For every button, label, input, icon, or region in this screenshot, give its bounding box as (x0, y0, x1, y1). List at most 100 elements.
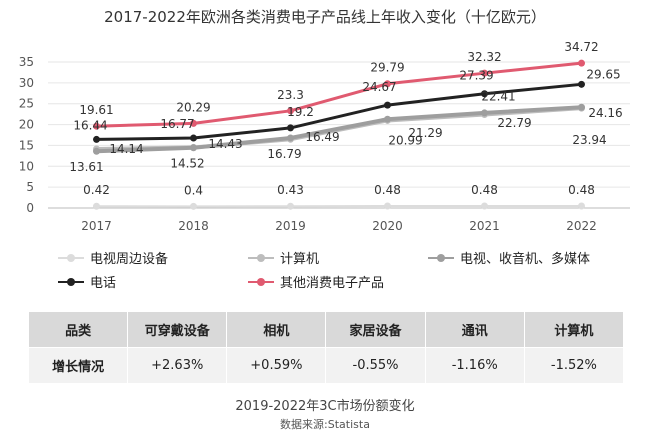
data-label: 14.14 (109, 142, 143, 156)
y-tick-label: 30 (19, 76, 34, 90)
data-label: 16.44 (73, 118, 107, 132)
data-point (481, 69, 488, 77)
legend-item-computers: 计算机 (248, 248, 319, 267)
data-point (481, 202, 488, 210)
legend-swatch-phones (58, 277, 84, 286)
y-tick-label: 0 (26, 201, 34, 215)
data-point (287, 107, 294, 115)
table-cell: -1.52% (523, 347, 625, 384)
data-label: 16.77 (160, 117, 194, 131)
table-header-cell: 通讯 (424, 311, 525, 348)
legend-item-tv-radio-multimedia: 电视、收音机、多媒体 (428, 248, 590, 267)
data-point (384, 101, 391, 109)
table-header-row: 品类 可穿戴设备 相机 家居设备 通讯 计算机 (27, 311, 625, 348)
table-cell: -1.16% (424, 347, 525, 384)
legend-label-phones: 电话 (90, 276, 117, 291)
x-tick-label: 2020 (372, 219, 403, 233)
y-tick-label: 15 (19, 138, 34, 152)
x-tick-label: 2017 (81, 219, 112, 233)
legend-label-computers: 计算机 (280, 252, 320, 267)
data-label: 20.29 (176, 100, 210, 114)
legend-label-tv-peripherals: 电视周边设备 (90, 252, 169, 267)
data-label: 21.29 (408, 126, 442, 140)
data-label: 22.79 (497, 116, 531, 130)
data-point (578, 103, 585, 111)
series-line (96, 105, 582, 154)
data-point (287, 202, 294, 210)
legend-label-tv-radio-multimedia: 电视、收音机、多媒体 (460, 252, 591, 267)
line-chart: 0 5 10 15 20 25 30 35 2017 2018 2019 2020 2021 2022 0.… (19, 40, 630, 233)
data-point (93, 122, 100, 130)
table-row: 增长情况 +2.63% +0.59% -0.55% -1.16% -1.52% (27, 347, 625, 384)
series-line (96, 61, 582, 128)
series-line (96, 82, 582, 141)
data-label: 27.39 (459, 69, 493, 83)
y-tick-label: 10 (19, 159, 34, 173)
data-label: 19.61 (79, 103, 113, 117)
table-cell: -0.55% (325, 347, 426, 384)
data-point (481, 90, 488, 98)
data-label: 29.65 (586, 67, 620, 81)
data-point (578, 80, 585, 88)
data-label: 24.67 (362, 80, 396, 94)
data-label: 23.3 (277, 88, 304, 102)
legend-label-other-electronics: 其他消费电子产品 (280, 276, 385, 291)
data-point (93, 135, 100, 143)
legend-swatch-other-electronics (248, 277, 274, 286)
data-label: 16.49 (305, 130, 339, 144)
legend-swatch-tv-peripherals (58, 253, 84, 262)
data-label: 23.94 (572, 133, 606, 147)
data-point (384, 80, 391, 88)
data-point (190, 134, 197, 142)
data-label: 24.16 (588, 106, 622, 120)
data-label: 0.48 (374, 183, 401, 197)
data-point (384, 115, 391, 123)
data-point (190, 119, 197, 127)
table-header-cell: 品类 (27, 311, 129, 348)
table-header-cell: 可穿戴设备 (127, 311, 228, 348)
data-point (93, 147, 100, 155)
data-point (481, 109, 488, 117)
data-label: 19.2 (287, 105, 314, 119)
data-label: 29.79 (370, 61, 404, 75)
data-point (190, 144, 197, 152)
data-label: 0.48 (471, 183, 498, 197)
source-note: 数据来源:Statista (280, 418, 370, 431)
data-point (578, 59, 585, 67)
table-cell: +0.59% (226, 347, 327, 384)
data-label: 13.61 (69, 160, 103, 174)
data-label: 14.52 (170, 156, 204, 170)
y-tick-label: 35 (19, 55, 34, 69)
data-label: 0.48 (568, 183, 595, 197)
data-point (578, 202, 585, 210)
data-label: 22.41 (481, 90, 515, 104)
data-label: 16.79 (267, 147, 301, 161)
data-point (190, 202, 197, 210)
x-tick-label: 2019 (275, 219, 306, 233)
legend-item-other-electronics: 其他消费电子产品 (248, 272, 384, 291)
legend-swatch-tv-radio-multimedia (428, 253, 454, 262)
legend-item-tv-peripherals: 电视周边设备 (58, 248, 168, 267)
table-row-head: 增长情况 (27, 347, 129, 384)
data-label: 14.43 (208, 137, 242, 151)
data-point (93, 202, 100, 210)
x-tick-label: 2018 (178, 219, 209, 233)
chart-title: 2017-2022年欧洲各类消费电子产品线上年收入变化（十亿欧元） (104, 8, 546, 26)
table-cell: +2.63% (127, 347, 228, 384)
y-tick-label: 20 (19, 118, 34, 132)
table-header-cell: 相机 (226, 311, 327, 348)
data-point (287, 124, 294, 132)
legend-item-phones: 电话 (58, 272, 116, 291)
data-label: 34.72 (564, 40, 598, 54)
data-label: 0.42 (83, 183, 110, 197)
table-caption: 2019-2022年3C市场份额变化 (235, 399, 415, 414)
x-tick-label: 2022 (566, 219, 597, 233)
y-tick-label: 25 (19, 97, 34, 111)
table-header-cell: 计算机 (523, 311, 625, 348)
data-label: 32.32 (467, 50, 501, 64)
legend-swatch-computers (248, 253, 274, 262)
data-label: 0.43 (277, 183, 304, 197)
data-point (384, 202, 391, 210)
x-tick-label: 2021 (469, 219, 500, 233)
data-label: 20.99 (388, 133, 422, 147)
